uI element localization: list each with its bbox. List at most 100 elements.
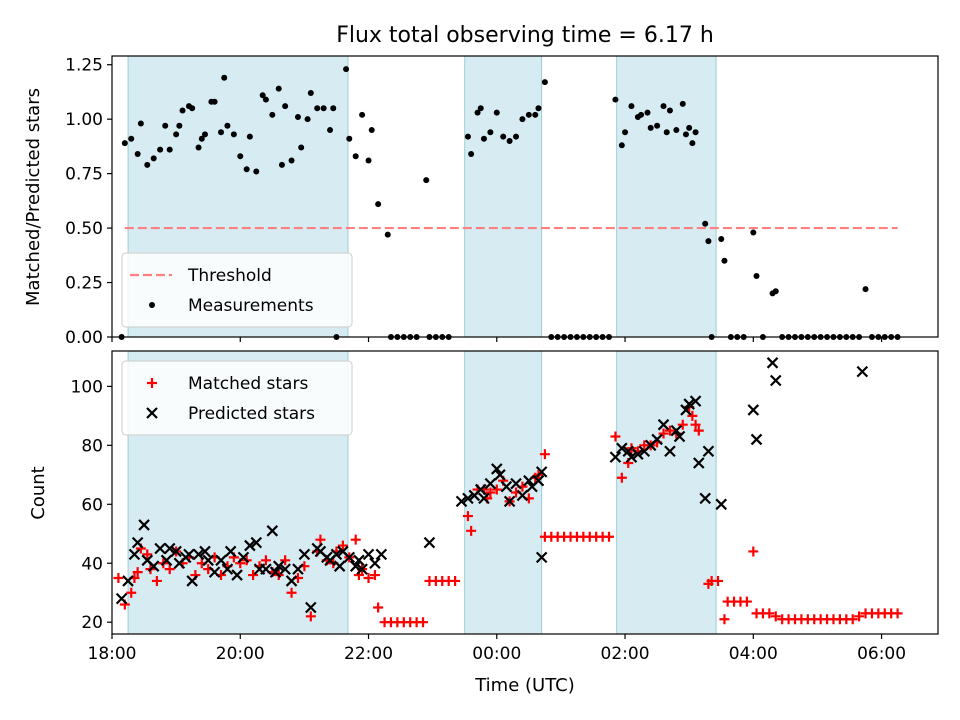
data-point	[375, 201, 382, 208]
x-tick-label: 18:00	[88, 644, 137, 664]
data-point	[474, 483, 487, 496]
data-point	[689, 140, 696, 147]
x-tick-label: 02:00	[601, 644, 650, 664]
data-point	[686, 124, 693, 131]
data-point	[535, 551, 548, 564]
data-point	[305, 611, 316, 622]
y-tick-label: 0.00	[65, 328, 103, 348]
series-measurements	[118, 66, 901, 340]
data-point	[253, 168, 260, 175]
data-point	[487, 129, 494, 136]
data-point	[246, 133, 253, 140]
data-point	[260, 563, 272, 575]
data-point	[654, 122, 661, 129]
data-point	[150, 155, 157, 162]
data-point	[618, 142, 625, 149]
data-point	[189, 105, 196, 112]
data-point	[353, 554, 365, 567]
data-point	[753, 273, 760, 280]
data-point	[286, 587, 297, 598]
data-point	[166, 146, 173, 153]
data-point	[450, 575, 461, 586]
data-point	[343, 551, 356, 564]
data-point	[705, 238, 712, 245]
data-point	[513, 133, 520, 140]
data-point	[856, 365, 869, 378]
data-point	[500, 480, 513, 493]
data-point	[647, 124, 654, 131]
data-point	[847, 614, 858, 625]
data-point	[423, 536, 436, 549]
data-point	[721, 257, 728, 264]
plot-frame	[111, 350, 939, 635]
data-point	[525, 111, 532, 118]
data-point	[269, 566, 282, 578]
data-point	[693, 457, 705, 469]
data-point	[683, 398, 695, 410]
data-point	[748, 546, 759, 557]
observing-window-2	[464, 55, 543, 338]
data-point	[260, 555, 271, 566]
x-tick-label: 04:00	[729, 644, 778, 664]
data-point	[315, 534, 326, 545]
data-point	[747, 404, 760, 416]
data-point	[466, 525, 477, 536]
data-point	[279, 563, 291, 575]
data-point	[134, 151, 141, 158]
data-point	[333, 560, 346, 572]
data-point	[658, 428, 669, 439]
data-point	[455, 495, 468, 508]
data-point	[350, 534, 361, 545]
data-point	[666, 107, 673, 114]
legend-box	[121, 360, 353, 436]
data-point	[132, 567, 143, 578]
data-point	[468, 151, 475, 158]
data-point	[610, 431, 621, 442]
y-tick-label: 60	[81, 495, 103, 515]
y-tick-label: 0.75	[65, 165, 103, 185]
data-point	[480, 135, 487, 142]
data-point	[680, 404, 692, 416]
y-tick-label: 0.50	[65, 219, 103, 239]
data-point	[679, 100, 686, 107]
data-point	[160, 554, 173, 567]
x-tick-label: 06:00	[857, 644, 906, 664]
data-point	[491, 484, 502, 495]
data-point	[128, 135, 135, 142]
data-point	[651, 433, 663, 446]
data-point	[604, 531, 615, 542]
data-point	[462, 511, 473, 522]
data-point	[660, 103, 667, 110]
data-point	[115, 592, 128, 605]
data-point	[121, 140, 128, 147]
data-point	[677, 419, 688, 430]
data-point	[368, 127, 375, 134]
data-point	[162, 122, 169, 129]
y-tick-label: 1.25	[65, 56, 103, 76]
data-point	[221, 74, 228, 81]
data-point	[221, 563, 234, 575]
data-point	[128, 548, 141, 561]
data-point	[365, 157, 372, 164]
data-point	[625, 451, 638, 463]
legend: Threshold Measurements	[121, 252, 353, 328]
data-point	[113, 572, 124, 583]
x-tick-label: 22:00	[344, 644, 393, 664]
data-point	[741, 596, 752, 607]
legend-label: Measurements	[188, 296, 314, 316]
data-point	[628, 103, 635, 110]
data-point	[764, 608, 775, 619]
data-point	[211, 98, 218, 105]
data-point	[523, 474, 535, 487]
data-point	[539, 449, 550, 460]
data-point	[423, 177, 430, 184]
data-point	[208, 566, 221, 578]
flux-ratio-panel: 0.00 0.25 0.50 0.75 1.00 1.25 Threshold Measure…	[65, 55, 939, 348]
data-point	[285, 575, 298, 587]
data-point	[892, 608, 903, 619]
data-point	[192, 548, 205, 561]
data-point	[230, 131, 237, 138]
data-point	[362, 548, 375, 561]
y-tick-label: 100	[71, 377, 103, 397]
data-point	[262, 96, 269, 103]
